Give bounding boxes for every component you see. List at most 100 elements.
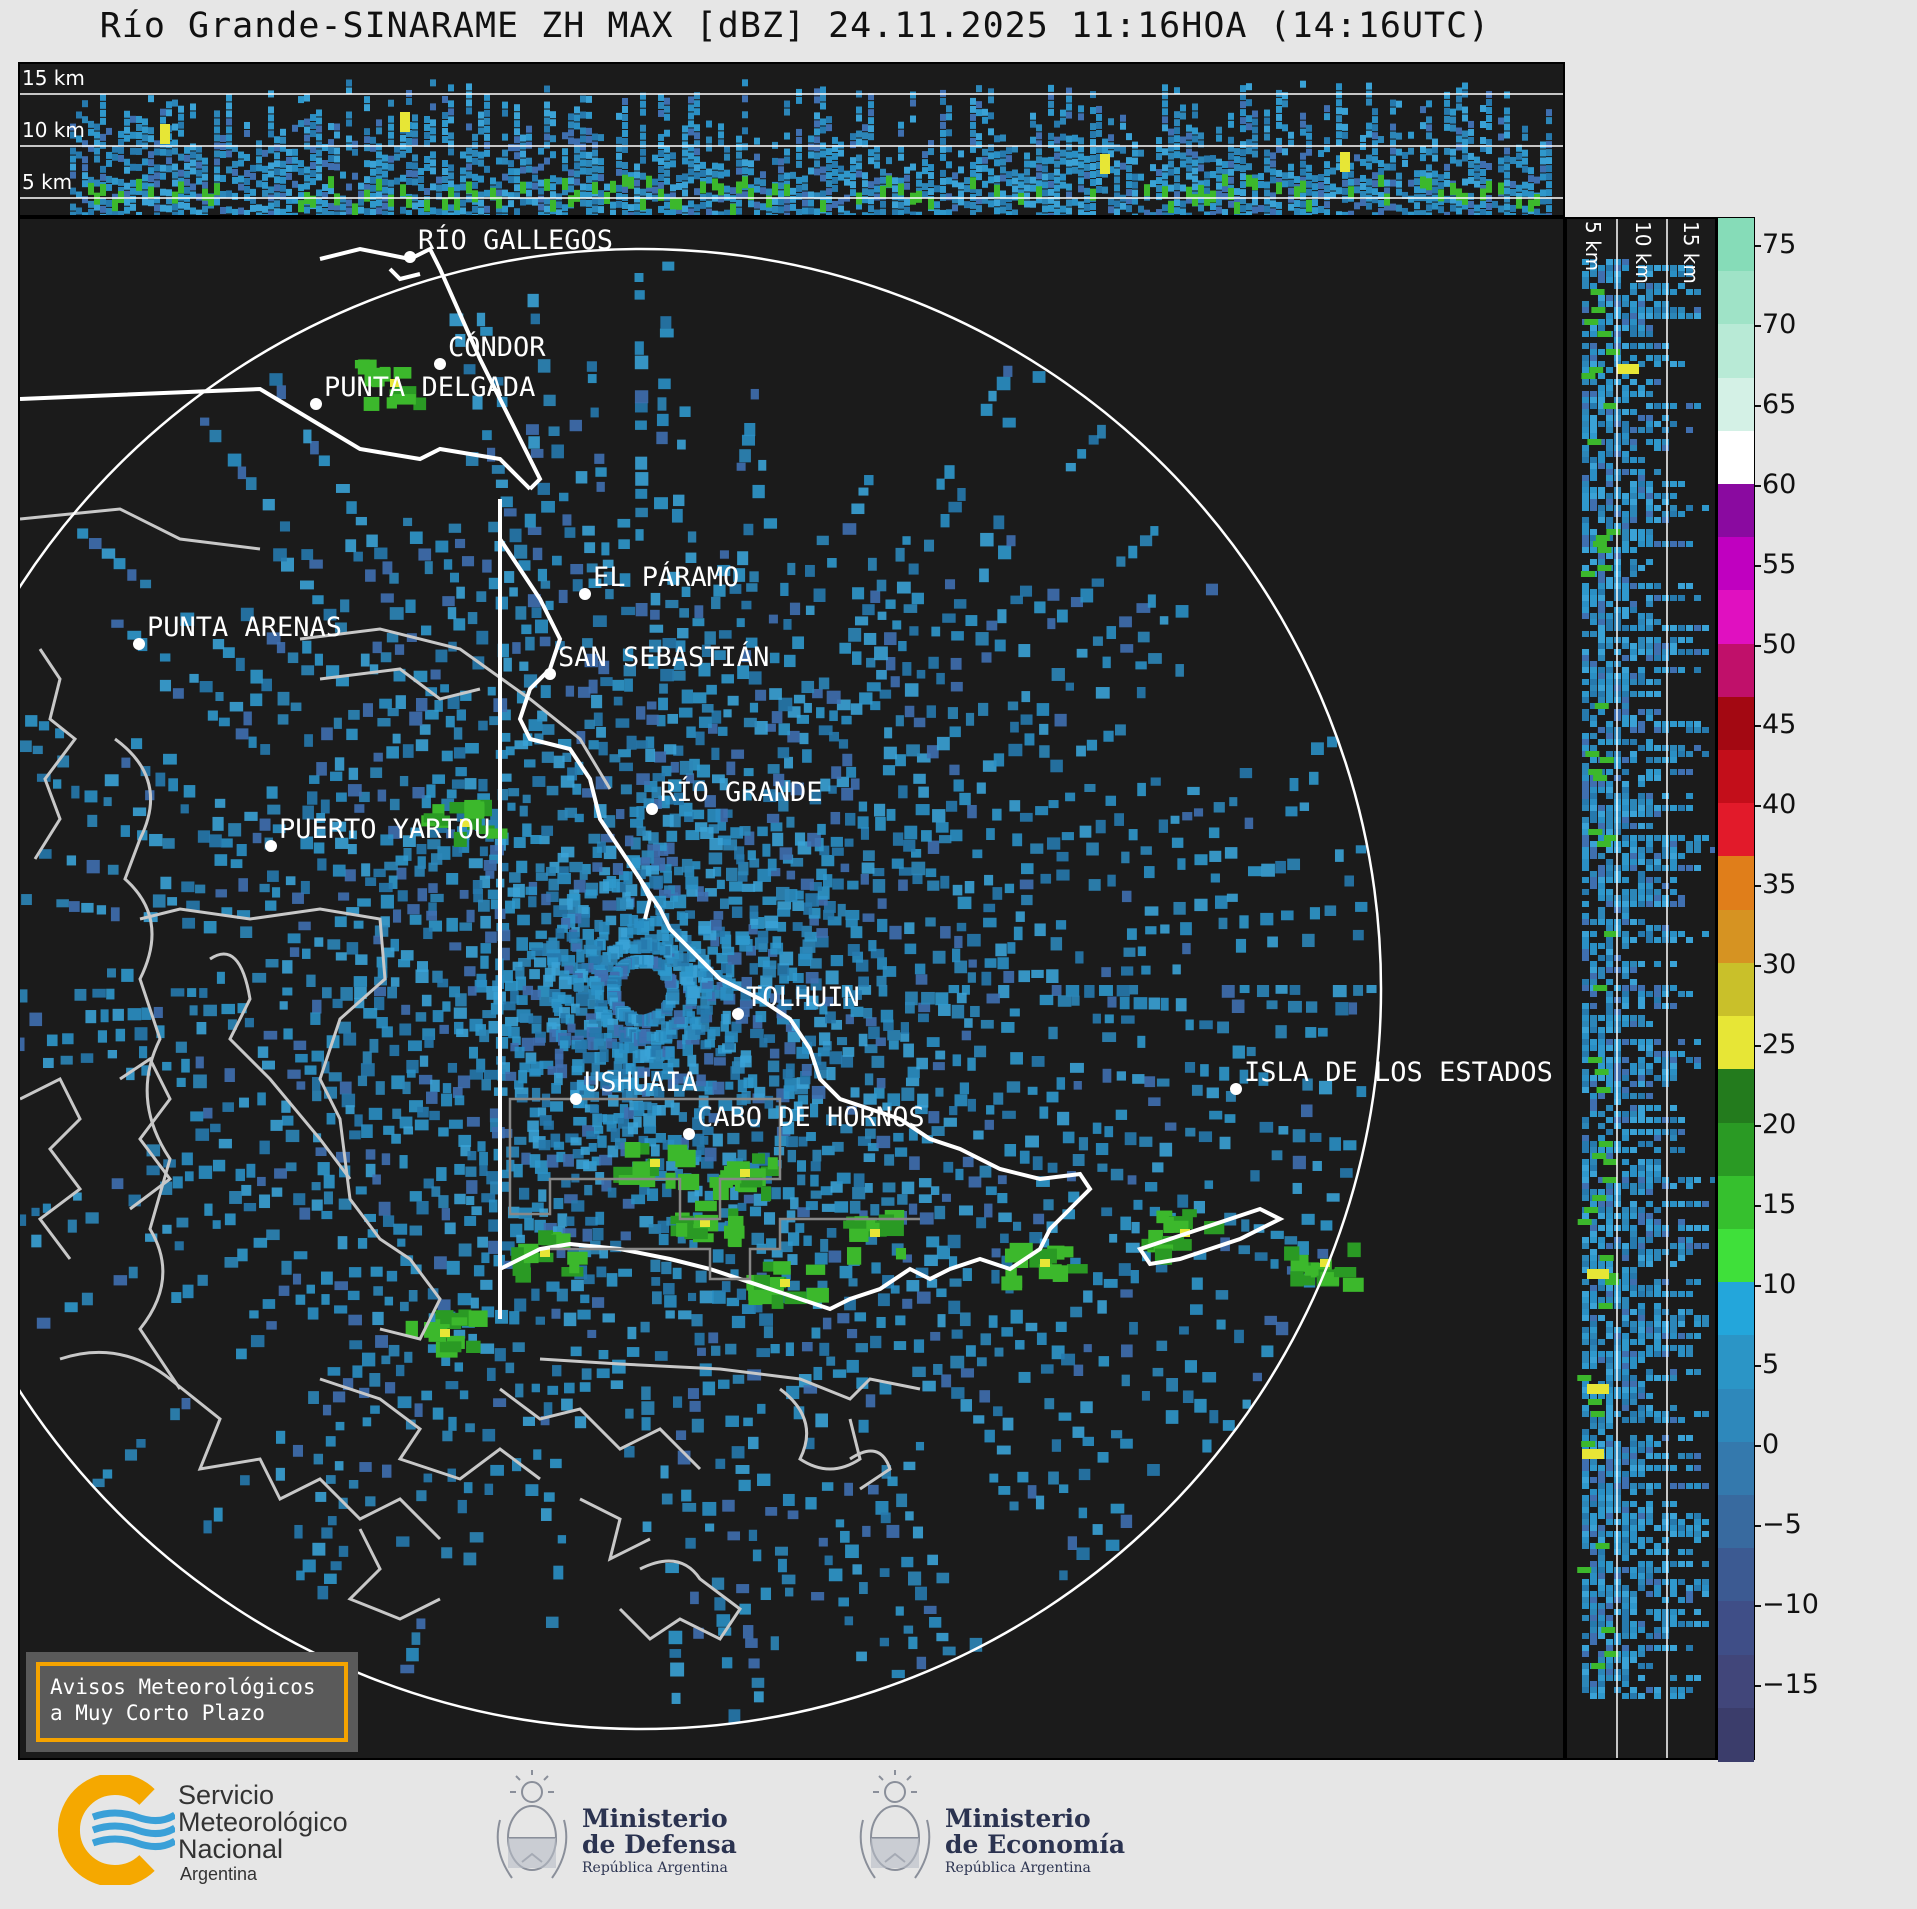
colorbar-tick-mark bbox=[1755, 1125, 1761, 1127]
colorbar-tick-label: 55 bbox=[1762, 549, 1797, 580]
side-alt-label-10: 10 km bbox=[1631, 221, 1655, 284]
smn-line-4: Argentina bbox=[180, 1864, 258, 1884]
colorbar-segment bbox=[1718, 1654, 1754, 1709]
colorbar-tick-mark bbox=[1755, 245, 1761, 247]
defensa-line-1: Ministerio bbox=[582, 1804, 728, 1833]
place-label: SAN SEBASTIÁN bbox=[558, 641, 769, 673]
alert-box: Avisos Meteorológicos a Muy Corto Plazo bbox=[26, 1652, 358, 1752]
colorbar-segment bbox=[1718, 856, 1754, 911]
colorbar-tick-label: 10 bbox=[1762, 1269, 1797, 1300]
colorbar-tick-label: 70 bbox=[1762, 309, 1797, 340]
top-cross-section-plot bbox=[20, 64, 1563, 215]
place-label: RÍO GALLEGOS bbox=[418, 224, 613, 256]
colorbar-tick-label: 75 bbox=[1762, 229, 1797, 260]
colorbar-tick-mark bbox=[1755, 645, 1761, 647]
defensa-line-2: de Defensa bbox=[582, 1830, 737, 1859]
place-label: CÓNDOR bbox=[448, 331, 546, 363]
colorbar-segment bbox=[1718, 430, 1754, 486]
place-marker bbox=[579, 588, 591, 600]
colorbar-segment bbox=[1718, 1707, 1754, 1762]
place-marker bbox=[310, 398, 322, 410]
colorbar-segment bbox=[1718, 1175, 1754, 1230]
radar-map-panel: RÍO GALLEGOS CÓNDOR PUNTA DELGADA EL PÁRAMO… bbox=[18, 217, 1565, 1760]
colorbar-segment bbox=[1718, 1282, 1754, 1337]
colorbar-tick-mark bbox=[1755, 965, 1761, 967]
colorbar-tick-mark bbox=[1755, 1525, 1761, 1527]
colorbar-tick-mark bbox=[1755, 725, 1761, 727]
place-label: PUNTA DELGADA bbox=[324, 372, 535, 403]
colorbar-tick-mark bbox=[1755, 1045, 1761, 1047]
colorbar-segment bbox=[1718, 696, 1754, 752]
place-marker bbox=[404, 251, 416, 263]
alert-line-2: a Muy Corto Plazo bbox=[50, 1701, 265, 1725]
dbz-colorbar bbox=[1717, 217, 1755, 1762]
colorbar-tick-label: 35 bbox=[1762, 869, 1797, 900]
place-label: PUERTO YARTOU bbox=[279, 814, 490, 845]
top-alt-label-5: 5 km bbox=[22, 170, 73, 194]
colorbar-segment bbox=[1718, 590, 1754, 645]
colorbar-tick-label: 40 bbox=[1762, 789, 1797, 820]
smn-line-1: Servicio bbox=[178, 1780, 275, 1810]
colorbar-segment bbox=[1718, 1388, 1754, 1443]
colorbar-tick-mark bbox=[1755, 1605, 1761, 1607]
colorbar-tick-label: 45 bbox=[1762, 709, 1797, 740]
colorbar-segment bbox=[1718, 1228, 1754, 1284]
colorbar-tick-label: −5 bbox=[1762, 1509, 1802, 1540]
economia-logo: Ministerio de Economía República Argenti… bbox=[855, 1770, 1135, 1890]
place-label: PUNTA ARENAS bbox=[147, 612, 342, 643]
colorbar-tick-label: 65 bbox=[1762, 389, 1797, 420]
colorbar-segment bbox=[1718, 1122, 1754, 1177]
defensa-line-3: República Argentina bbox=[582, 1860, 728, 1876]
radar-map: RÍO GALLEGOS CÓNDOR PUNTA DELGADA EL PÁRAMO… bbox=[20, 219, 1563, 1758]
alert-frame: Avisos Meteorológicos a Muy Corto Plazo bbox=[36, 1662, 348, 1742]
colorbar-segment bbox=[1718, 1441, 1754, 1496]
place-label: CABO DE HORNOS bbox=[697, 1102, 925, 1133]
colorbar-tick-label: 60 bbox=[1762, 469, 1797, 500]
colorbar-segment bbox=[1718, 1548, 1754, 1603]
economia-line-3: República Argentina bbox=[945, 1860, 1091, 1876]
colorbar-segment bbox=[1718, 909, 1754, 964]
colorbar-segment bbox=[1718, 643, 1754, 698]
economia-line-2: de Economía bbox=[945, 1830, 1126, 1859]
defensa-logo: Ministerio de Defensa República Argentin… bbox=[492, 1770, 762, 1890]
colorbar-tick-mark bbox=[1755, 1285, 1761, 1287]
colorbar-segment bbox=[1718, 803, 1754, 858]
colorbar-tick-label: 50 bbox=[1762, 629, 1797, 660]
colorbar-tick-label: 25 bbox=[1762, 1029, 1797, 1060]
colorbar-tick-label: 20 bbox=[1762, 1109, 1797, 1140]
colorbar-segment bbox=[1718, 1069, 1754, 1124]
top-alt-label-15: 15 km bbox=[22, 66, 85, 90]
colorbar-segment bbox=[1718, 750, 1754, 805]
colorbar-tick-mark bbox=[1755, 1365, 1761, 1367]
smn-logo: Servicio Meteorológico Nacional Argentin… bbox=[55, 1770, 395, 1890]
radar-echoes bbox=[20, 261, 1377, 1724]
borders bbox=[20, 246, 1285, 1319]
colorbar-segment bbox=[1718, 324, 1754, 379]
place-marker bbox=[265, 840, 277, 852]
colorbar-tick-label: 0 bbox=[1762, 1429, 1780, 1460]
place-label: ISLA DE LOS ESTADOS bbox=[1244, 1057, 1553, 1088]
side-alt-label-5: 5 km bbox=[1581, 221, 1605, 272]
colorbar-tick-mark bbox=[1755, 405, 1761, 407]
colorbar-tick-mark bbox=[1755, 1445, 1761, 1447]
place-marker bbox=[434, 358, 446, 370]
colorbar-tick-mark bbox=[1755, 565, 1761, 567]
colorbar-tick-label: 30 bbox=[1762, 949, 1797, 980]
radar-range-ring bbox=[20, 247, 1383, 1731]
colorbar-segment bbox=[1718, 1335, 1754, 1390]
colorbar-tick-mark bbox=[1755, 485, 1761, 487]
side-cross-section-plot bbox=[1567, 219, 1715, 1758]
colorbar-segment bbox=[1718, 1601, 1754, 1656]
place-marker bbox=[570, 1093, 582, 1105]
colorbar-tick-mark bbox=[1755, 325, 1761, 327]
colorbar-segment bbox=[1718, 962, 1754, 1018]
colorbar-tick-label: −10 bbox=[1762, 1589, 1819, 1620]
place-marker bbox=[646, 803, 658, 815]
coastlines bbox=[20, 507, 921, 1641]
side-alt-label-15: 15 km bbox=[1679, 221, 1703, 284]
place-markers: RÍO GALLEGOS CÓNDOR PUNTA DELGADA EL PÁRAMO… bbox=[133, 224, 1553, 1140]
place-marker bbox=[732, 1008, 744, 1020]
colorbar-tick-mark bbox=[1755, 885, 1761, 887]
colorbar-segment bbox=[1718, 271, 1754, 326]
argentina-coat-of-arms-icon bbox=[496, 1770, 568, 1879]
